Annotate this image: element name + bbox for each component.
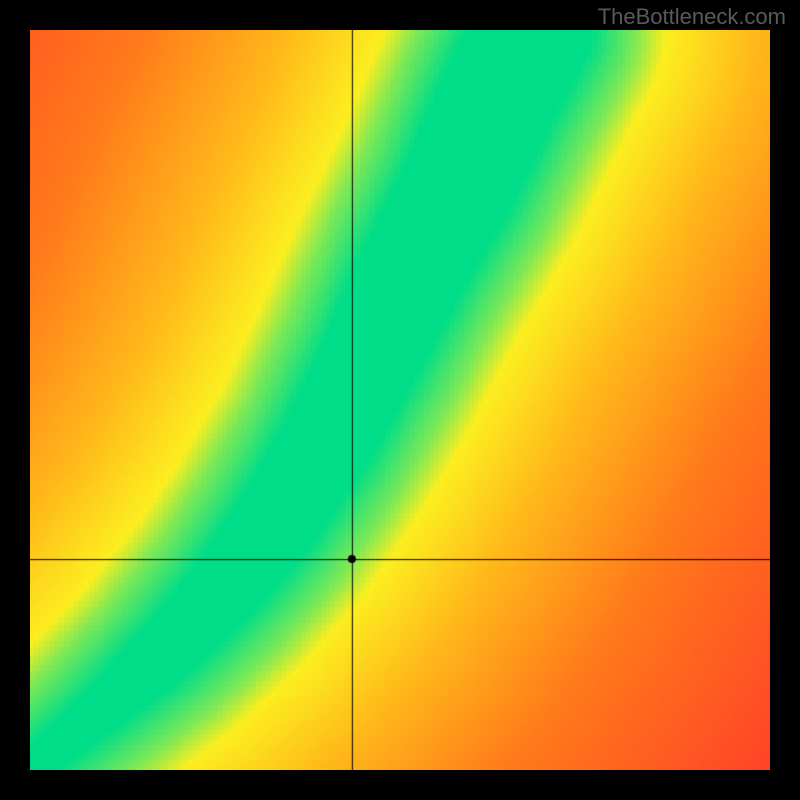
- heatmap-canvas: [30, 30, 770, 770]
- chart-container: TheBottleneck.com: [0, 0, 800, 800]
- heatmap-plot: [30, 30, 770, 770]
- watermark-text: TheBottleneck.com: [598, 4, 786, 30]
